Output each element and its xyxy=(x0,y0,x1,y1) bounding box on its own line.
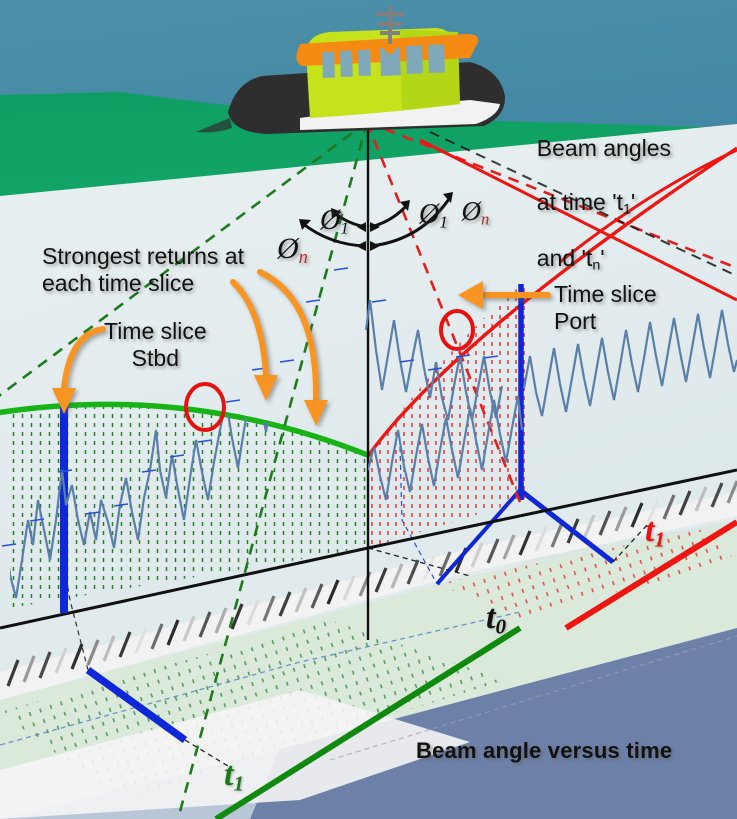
ground-time-slice-port xyxy=(518,488,615,564)
arrowhead-strongest-1-down xyxy=(254,375,278,401)
stbd-fan-hatch xyxy=(10,403,368,608)
arrow-curve-strongest-2 xyxy=(257,269,320,403)
angle-label-phi-n-port: Øn xyxy=(461,195,490,228)
time-marker-t0-nadir: t0 xyxy=(486,599,506,639)
vessel-white-stripe xyxy=(300,100,500,130)
port-envelope-curve xyxy=(366,146,737,457)
label-time-slice-port: Time slice Port xyxy=(554,281,657,334)
section-baseline-right xyxy=(367,468,737,550)
swath-edge-dashed-blue xyxy=(0,611,521,746)
amplitude-trace-port-outer xyxy=(522,309,737,417)
angle-label-phi-1-stbd: Ø1 xyxy=(320,204,349,238)
amplitude-trace-port xyxy=(368,395,524,501)
angle-arrowheads xyxy=(299,192,453,251)
ground-time-slice-stbd xyxy=(85,666,188,744)
arrowhead-stbd-down xyxy=(52,388,76,414)
angle-label-phi-n-stbd: Øn xyxy=(277,232,308,268)
arrowhead-strongest-2-down xyxy=(304,400,328,426)
vessel-windows xyxy=(321,44,445,78)
vessel-mast xyxy=(376,6,404,44)
section-baseline-left xyxy=(0,546,369,630)
beam-lines-stbd xyxy=(0,120,369,819)
arc-phi-n-right xyxy=(370,195,453,248)
trace-tick-marks xyxy=(1,267,499,547)
arrowhead-port-left xyxy=(458,281,483,309)
survey-vessel xyxy=(196,6,506,134)
angle-label-phi-1-port: Ø1 xyxy=(419,198,448,232)
axis-line-stbd-green xyxy=(214,625,522,819)
diagram-title: Beam angle versus time xyxy=(416,738,673,763)
strongest-return-marker-port xyxy=(439,309,475,351)
arrow-curve-time-slice-stbd xyxy=(61,326,106,391)
ground-plane-hatch-port xyxy=(437,530,737,618)
arrow-curve-strongest-1 xyxy=(230,279,269,378)
stbd-envelope-curve xyxy=(0,401,372,459)
swath-edge-dashed-grey xyxy=(329,635,737,761)
annotation-arrows xyxy=(61,269,551,403)
vessel-wake xyxy=(196,118,232,133)
axis-line-port-red xyxy=(564,519,737,631)
annotation-arrowheads xyxy=(52,281,483,426)
amplitude-trace-stbd-outer xyxy=(364,299,504,421)
label-time-slice-stbd: Time slice Stbd xyxy=(104,318,207,371)
time-marker-t1-port: t1 xyxy=(645,512,665,552)
nadir-waterfall-strip-lower xyxy=(0,690,470,819)
beam-line-port-extra xyxy=(429,131,737,277)
label-beam-angles: Beam angles at time 't1' and 'tn' xyxy=(536,134,672,274)
outer-red-curve-right xyxy=(559,148,737,264)
time-marker-t1-stbd: t1 xyxy=(224,756,244,796)
outer-red-ray xyxy=(419,138,737,302)
strongest-return-marker-stbd xyxy=(184,382,226,432)
beam-lines-port xyxy=(365,120,737,503)
label-strongest-returns: Strongest returns at each time slice xyxy=(42,243,244,296)
amplitude-trace-stbd xyxy=(10,403,368,599)
vessel-mast-base xyxy=(380,44,400,54)
